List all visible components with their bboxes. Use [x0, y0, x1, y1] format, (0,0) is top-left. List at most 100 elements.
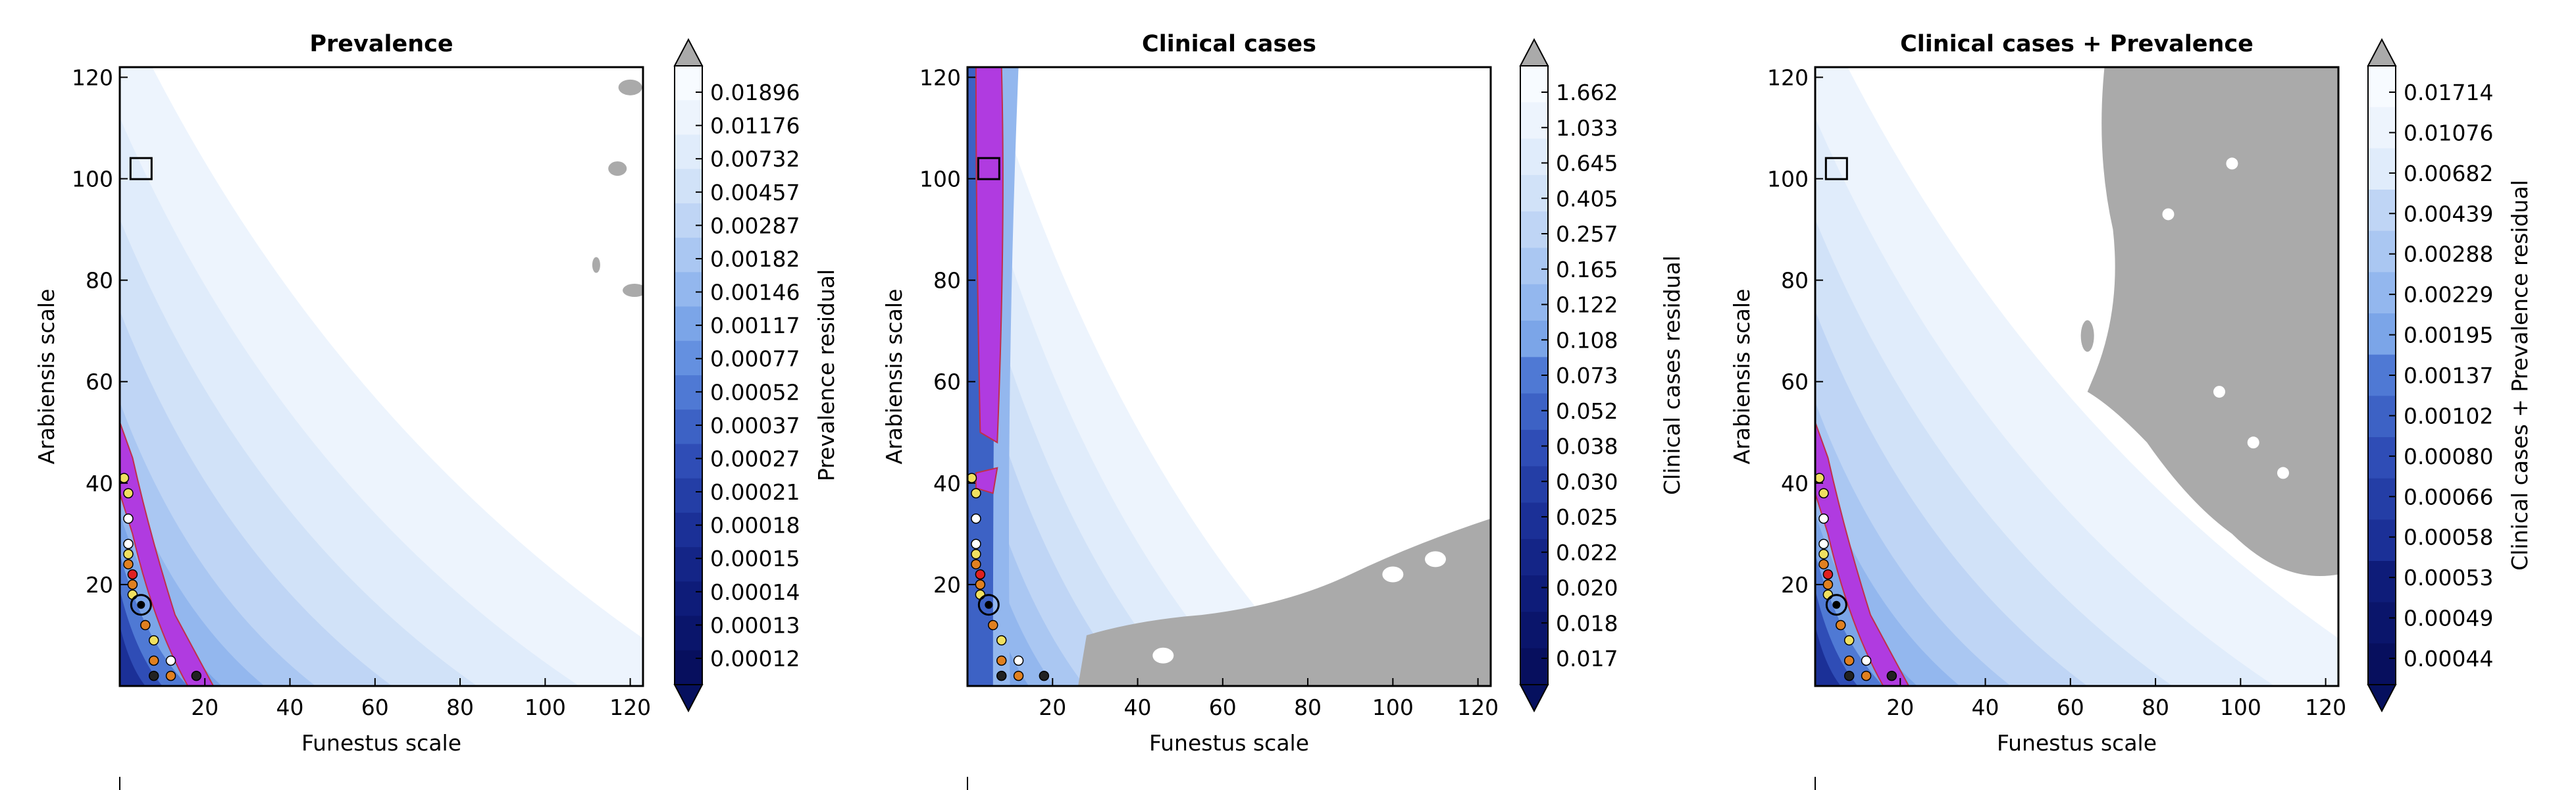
colorbar-segment: [2368, 437, 2396, 479]
colorbar-tick-label: 0.020: [1556, 575, 1618, 601]
y-axis-label: Arabiensis scale: [34, 289, 59, 465]
x-tick-label: 60: [1209, 695, 1237, 720]
colorbar-segment: [675, 444, 702, 479]
colorbar-segment: [675, 306, 702, 342]
x-axis-label: Funestus scale: [1997, 730, 2157, 756]
y-tick-label: 60: [86, 369, 113, 395]
sample-point: [1843, 635, 1855, 646]
excluded-region: [2087, 67, 2338, 577]
colorbar-segment: [1520, 174, 1548, 212]
excluded-region: [623, 284, 643, 298]
plot-frame: [1814, 66, 2340, 687]
sample-point: [975, 579, 986, 590]
x-tick-label: 20: [1886, 695, 1914, 720]
x-tick-label: 80: [446, 695, 474, 720]
colorbar-segment: [2368, 561, 2396, 603]
colorbar-tick-label: 0.00117: [710, 313, 800, 338]
colorbar-tick-label: 0.00049: [2404, 606, 2493, 631]
colorbar-tick-label: 0.00066: [2404, 484, 2493, 510]
sample-point: [1836, 619, 1846, 631]
colorbar-segment: [1520, 138, 1548, 176]
sample-point: [1861, 655, 1872, 666]
colorbar-segment: [1520, 575, 1548, 612]
x-tick-label: 120: [609, 695, 651, 720]
excluded-region: [608, 161, 627, 176]
x-tick-label: 40: [276, 695, 304, 720]
included-hole: [2213, 386, 2226, 398]
sample-point: [148, 670, 159, 681]
colorbar-segment: [675, 650, 702, 685]
colorbar-tick-label: 0.022: [1556, 540, 1618, 566]
best-fit-region: [975, 67, 1004, 444]
colorbar-label: Clinical cases residual: [1659, 255, 1685, 495]
sample-point: [1818, 539, 1829, 550]
colorbar: 0.01896 0.01176 0.00732 0.00457 0.00287 0.001…: [673, 38, 839, 713]
sample-point: [996, 635, 1007, 646]
colorbar-tick-label: 0.017: [1556, 646, 1618, 672]
colorbar-tick-label: 0.038: [1556, 434, 1618, 460]
x-tick-label: 60: [361, 695, 389, 720]
sample-point: [127, 569, 138, 580]
colorbar-tick-label: 0.052: [1556, 398, 1618, 424]
colorbar-segment: [1520, 66, 1548, 103]
colorbar-tick-label: 0.01896: [710, 80, 800, 105]
x-tick-label: 20: [191, 695, 219, 720]
colorbar-tick-label: 0.01176: [710, 113, 800, 139]
y-axis-label: Arabiensis scale: [881, 289, 907, 465]
colorbar-tick-label: 0.00229: [2404, 282, 2493, 307]
colorbar-segment: [2368, 148, 2396, 190]
plot-frame: [966, 66, 1492, 687]
included-hole: [2162, 208, 2175, 221]
sample-point: [123, 488, 134, 498]
excluded-region: [618, 79, 642, 95]
colorbar-segment: [2368, 396, 2396, 438]
colorbar-tick-label: 0.01076: [2404, 120, 2493, 145]
colorbar-tick-label: 0.00287: [710, 213, 800, 238]
colorbar-tick-label: 0.030: [1556, 469, 1618, 494]
colorbar-tick-label: 0.00080: [2404, 444, 2493, 469]
colorbar-segment: [2368, 478, 2396, 520]
colorbar-tick-label: 0.00439: [2404, 201, 2493, 226]
best-fit-center: [137, 600, 145, 609]
colorbar-tick-label: 0.00018: [710, 513, 800, 539]
plot-area: [1815, 67, 2338, 686]
best-fit-center: [1832, 600, 1841, 609]
plot-area: [967, 67, 1491, 686]
sample-point: [1818, 513, 1829, 524]
y-tick-label: 80: [86, 268, 113, 294]
sample-point: [140, 619, 151, 631]
included-hole: [2277, 467, 2289, 479]
excluded-region: [2080, 320, 2094, 352]
colorbar-segment: [675, 409, 702, 444]
included-hole: [1152, 647, 1174, 664]
sample-point: [148, 635, 159, 646]
best-fit-region: [1815, 422, 1910, 686]
x-axis-label: Funestus scale: [1149, 730, 1309, 756]
sample-point: [988, 619, 998, 631]
included-hole: [1382, 566, 1404, 583]
colorbar: 0.01714 0.01076 0.00682 0.00439 0.00288 0.002…: [2367, 38, 2533, 713]
colorbar-segment: [2368, 272, 2396, 314]
colorbar-tick-label: 0.00044: [2404, 646, 2493, 672]
x-tick-label: 100: [525, 695, 566, 720]
y-tick-label: 120: [72, 65, 113, 90]
x-tick-label: 40: [1972, 695, 1999, 720]
sample-point: [127, 579, 138, 590]
chart-panel-1: 20 40 60 80 100 120 20 40 60 80 100 120 Prevalence Fu…: [34, 31, 839, 790]
colorbar-segment: [675, 581, 702, 617]
x-tick-label: 40: [1124, 695, 1152, 720]
sample-point: [996, 670, 1007, 681]
colorbar-segment: [675, 238, 702, 273]
y-tick-label: 100: [919, 167, 961, 192]
colorbar-tick-label: 0.122: [1556, 292, 1618, 318]
colorbar-tick-label: 0.257: [1556, 221, 1618, 247]
colorbar-extend-top: [2367, 38, 2397, 66]
colorbar-tick-label: 0.00102: [2404, 403, 2493, 429]
sample-point: [1843, 655, 1855, 666]
colorbar-tick-label: 0.00053: [2404, 565, 2493, 591]
y-tick-label: 40: [1781, 471, 1809, 496]
colorbar-tick-label: 0.00137: [2404, 363, 2493, 388]
x-axis-label: Funestus scale: [301, 730, 461, 756]
colorbar-segment: [2368, 190, 2396, 232]
